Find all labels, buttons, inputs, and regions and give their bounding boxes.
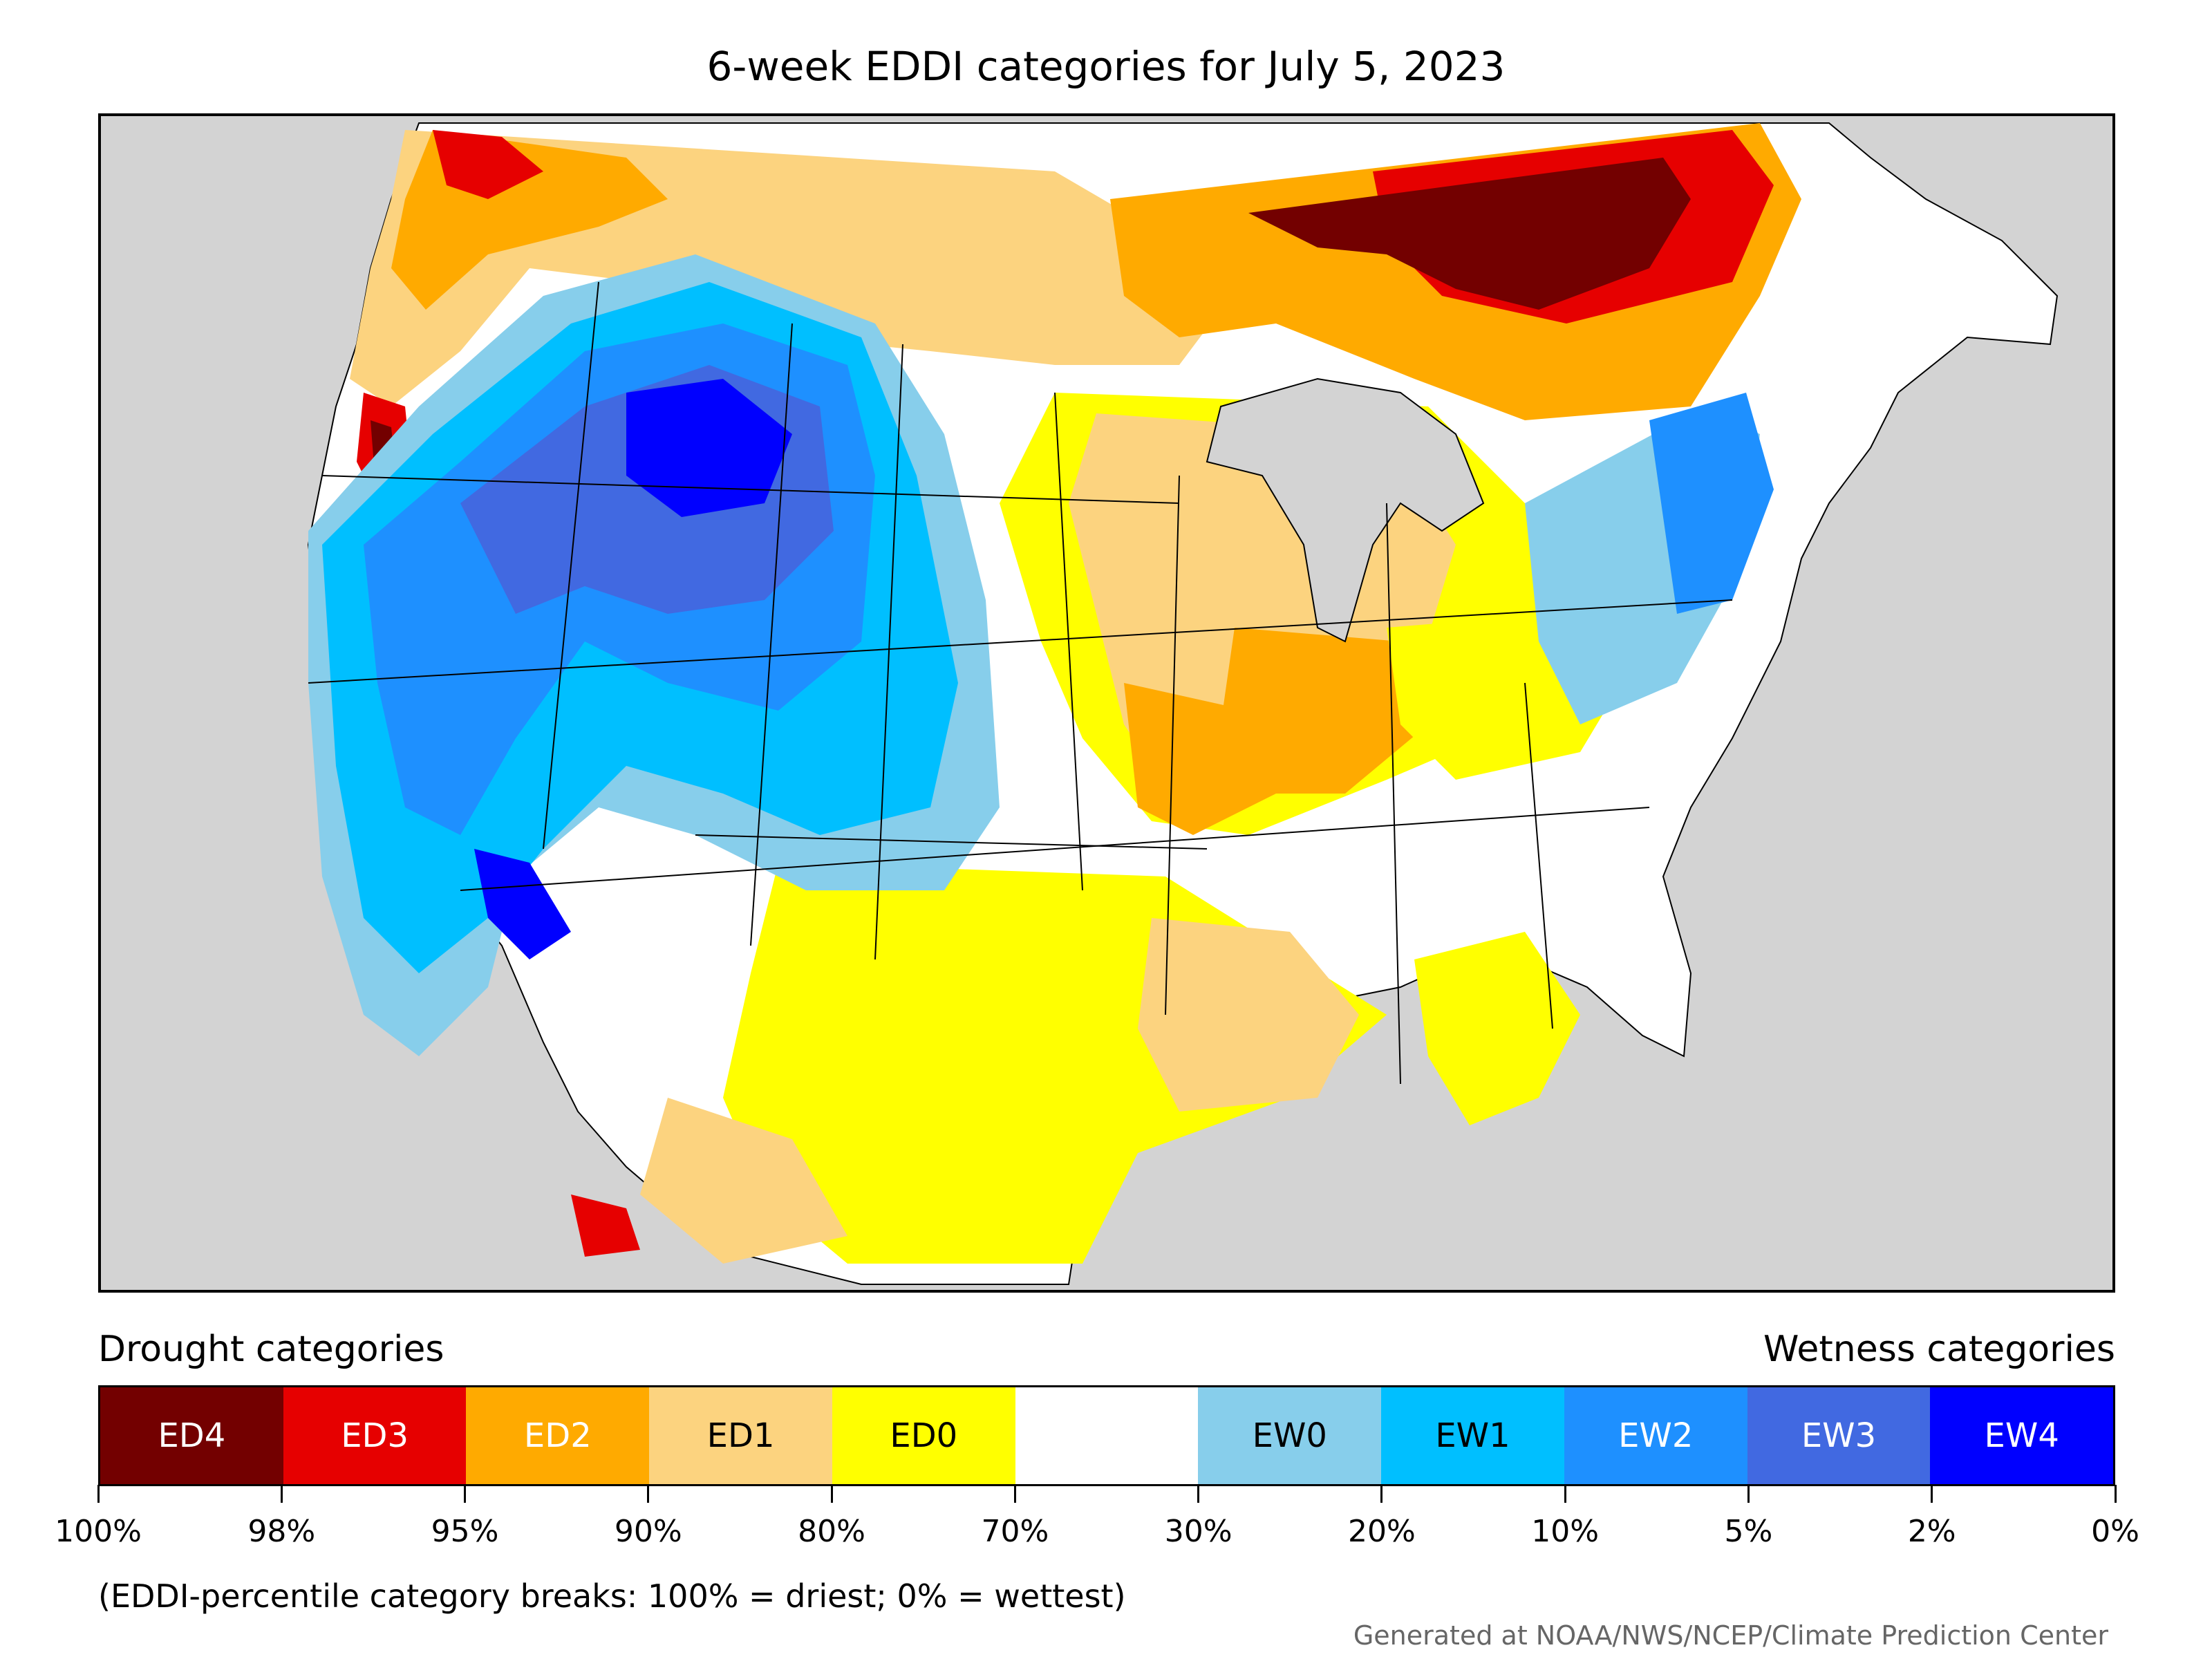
colorbar-tick-label: 98% xyxy=(247,1514,316,1549)
colorbar-tick-label: 90% xyxy=(614,1514,682,1549)
colorbar-tick-label: 95% xyxy=(431,1514,499,1549)
colorbar-cell-ew1: EW1 xyxy=(1381,1387,1564,1484)
region-ew4-southwest xyxy=(474,849,571,959)
colorbar-tick xyxy=(2114,1485,2117,1503)
eddi-map xyxy=(307,122,2059,1285)
colorbar-cell-ed0: ED0 xyxy=(832,1387,1015,1484)
colorbar-cell-ew2: EW2 xyxy=(1564,1387,1747,1484)
region-ed3-northwest xyxy=(433,130,543,199)
colorbar-tick xyxy=(647,1485,650,1503)
wetness-categories-heading: Wetness categories xyxy=(1763,1329,2115,1370)
colorbar-tick xyxy=(97,1485,100,1503)
percentile-footnote: (EDDI-percentile category breaks: 100% =… xyxy=(98,1577,1126,1615)
colorbar-cell-ew4: EW4 xyxy=(1930,1387,2114,1484)
colorbar-cell-ed3: ED3 xyxy=(283,1387,467,1484)
region-ew2-northeast xyxy=(1649,393,1774,614)
state-boundaries xyxy=(308,281,1733,1085)
credit-line: Generated at NOAA/NWS/NCEP/Climate Predi… xyxy=(1353,1620,2108,1651)
colorbar-tick-label: 80% xyxy=(798,1514,865,1549)
colorbar-tick xyxy=(280,1485,283,1503)
drought-categories-heading: Drought categories xyxy=(98,1329,444,1370)
region-ed2-illinois xyxy=(1221,628,1428,794)
colorbar-tick xyxy=(830,1485,833,1503)
region-ed1-louisiana xyxy=(1138,918,1359,1112)
region-ed4-ontario xyxy=(1248,158,1691,310)
colorbar-tick-label: 2% xyxy=(1907,1514,1956,1549)
region-ew4-west xyxy=(626,379,792,517)
colorbar-cell-ew3: EW3 xyxy=(1747,1387,1931,1484)
region-ed1-mexico xyxy=(640,1098,847,1264)
colorbar-cell-ed2: ED2 xyxy=(466,1387,650,1484)
region-ed0-southeast xyxy=(1414,932,1580,1125)
colorbar-tick xyxy=(1197,1485,1200,1503)
colorbar-tick-label: 0% xyxy=(2091,1514,2139,1549)
colorbar-tick-label: 5% xyxy=(1724,1514,1773,1549)
colorbar-tick xyxy=(1564,1485,1566,1503)
colorbar-cell-ed4: ED4 xyxy=(100,1387,283,1484)
colorbar-tick-label: 20% xyxy=(1348,1514,1416,1549)
colorbar-tick xyxy=(464,1485,467,1503)
region-ed2-missouri xyxy=(1124,683,1276,835)
colorbar-tick-label: 10% xyxy=(1531,1514,1600,1549)
map-title: 6-week EDDI categories for July 5, 2023 xyxy=(706,43,1506,90)
colorbar-tick xyxy=(1380,1485,1383,1503)
colorbar-cell-ew0: EW0 xyxy=(1198,1387,1382,1484)
colorbar-cell-ed1: ED1 xyxy=(649,1387,832,1484)
colorbar-tick-label: 30% xyxy=(1164,1514,1232,1549)
colorbar-tick xyxy=(1931,1485,1933,1503)
colorbar-tick xyxy=(1013,1485,1016,1503)
colorbar-cell-neutral xyxy=(1015,1387,1199,1484)
category-colorbar: ED4 ED3 ED2 ED1 ED0 EW0 EW1 EW2 EW3 EW4 xyxy=(98,1385,2115,1486)
colorbar-ticks xyxy=(97,1485,2117,1506)
map-panel xyxy=(98,113,2115,1293)
colorbar-tick-label: 70% xyxy=(981,1514,1049,1549)
colorbar-tick xyxy=(1747,1485,1750,1503)
region-ed3-mexico xyxy=(571,1194,640,1257)
colorbar-tick-label: 100% xyxy=(55,1514,142,1549)
